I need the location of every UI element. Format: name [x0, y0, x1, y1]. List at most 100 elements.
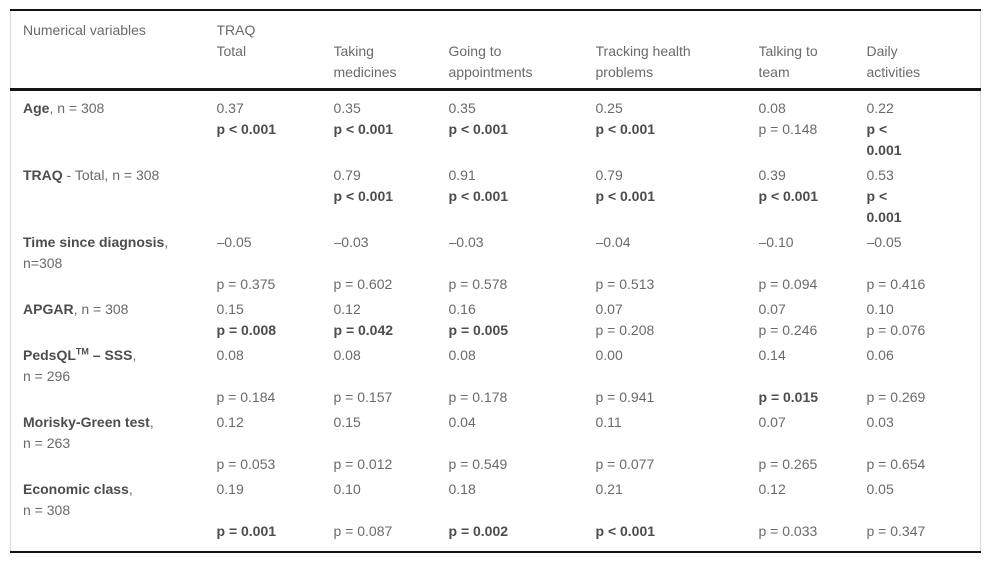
p-value-cell: p < 0.001	[595, 188, 656, 204]
r-value-cell: 0.08	[216, 347, 244, 363]
r-value-cell: 0.14	[758, 347, 786, 363]
label-spacer-cell	[11, 119, 217, 165]
r-value-cell: 0.03	[866, 414, 894, 430]
p-values-row-5: p = 0.053 p = 0.012 p = 0.549 p = 0.077 p = …	[11, 454, 981, 479]
label-text: n=308	[23, 255, 63, 271]
p-value-cell: p = 0.094	[758, 276, 818, 292]
p-value-cell: p = 0.347	[866, 523, 926, 539]
label-text: Economic class	[23, 481, 129, 497]
p-values-row-1: p < 0.001 p < 0.001 p < 0.001 p < 0.001 p < …	[11, 186, 981, 232]
r-value-cell: 0.35	[448, 100, 476, 116]
p-value-cell: p < 0.001	[595, 121, 656, 137]
label-text: PedsQL	[23, 347, 76, 363]
table-body: Age, n = 308 0.37 0.35 0.35 0.25 0.08 0.22 p < …	[11, 90, 981, 553]
r-value-cell: 0.15	[333, 414, 361, 430]
variable-values-row-4: PedsQLTM – SSS, n = 296 0.08 0.08 0.08 0.00 0.…	[11, 345, 981, 387]
label-text: APGAR	[23, 301, 74, 317]
label-text: TRAQ	[23, 167, 63, 183]
r-value-cell: –0.05	[216, 234, 252, 250]
label-text: – SSS	[88, 347, 133, 363]
r-value-cell: 0.04	[448, 414, 476, 430]
r-value-cell: 0.19	[216, 481, 244, 497]
label-text: n = 263	[23, 435, 71, 451]
variable-label: Age, n = 308	[11, 90, 217, 120]
column-header-0: Total	[216, 43, 247, 59]
p-value-cell: p = 0.042	[333, 322, 394, 338]
r-value-cell: –0.05	[866, 234, 902, 250]
variable-label: Time since diagnosis, n=308	[11, 232, 217, 274]
group-header: TRAQ	[216, 22, 256, 38]
p-value-cell: p = 0.654	[866, 456, 926, 472]
label-text: ,	[149, 414, 154, 430]
corner-header: Numerical variables	[23, 22, 146, 38]
variable-label: PedsQLTM – SSS, n = 296	[11, 345, 217, 387]
label-spacer-cell	[11, 186, 217, 232]
p-values-row-0: p < 0.001 p < 0.001 p < 0.001 p < 0.001 p = …	[11, 119, 981, 165]
r-value-cell: 0.07	[758, 414, 786, 430]
variable-values-row-5: Morisky-Green test, n = 263 0.12 0.15 0.04 0.…	[11, 412, 981, 454]
r-value-cell: 0.07	[595, 301, 623, 317]
p-value-cell: p = 0.087	[333, 523, 393, 539]
p-value-cell: p = 0.002	[448, 523, 509, 539]
p-value-cell: p = 0.033	[758, 523, 818, 539]
r-value-cell: 0.12	[333, 301, 361, 317]
p-value-cell: p < 0.001	[448, 188, 509, 204]
p-value-cell: p = 0.076	[866, 322, 926, 338]
column-header-1: Taking medicines	[333, 43, 397, 80]
column-header-4: Talking to team	[758, 43, 818, 80]
r-value-cell: 0.10	[333, 481, 361, 497]
p-value-cell: p = 0.269	[866, 389, 926, 405]
label-text: ,	[132, 347, 137, 363]
p-value-cell: p = 0.008	[216, 322, 277, 338]
r-value-cell: 0.12	[216, 414, 244, 430]
p-value-cell: p = 0.941	[595, 389, 655, 405]
r-value-cell: 0.08	[758, 100, 786, 116]
p-value-cell: p = 0.001	[216, 523, 277, 539]
r-value-cell: 0.06	[866, 347, 894, 363]
p-value-cell: p = 0.602	[333, 276, 393, 292]
label-spacer-cell	[11, 274, 217, 299]
p-value-cell: p = 0.578	[448, 276, 508, 292]
p-value-cell: p < 0.001	[595, 523, 656, 539]
group-header-row: Numerical variables TRAQ	[11, 10, 981, 41]
variable-values-row-0: Age, n = 308 0.37 0.35 0.35 0.25 0.08 0.22	[11, 90, 981, 120]
correlation-table-page: Numerical variables TRAQ Total Taking med…	[0, 9, 992, 571]
r-value-cell: 0.05	[866, 481, 894, 497]
r-value-cell: 0.10	[866, 301, 894, 317]
p-value-cell: p = 0.157	[333, 389, 393, 405]
variable-values-row-2: Time since diagnosis, n=308 –0.05 –0.03 –0.0…	[11, 232, 981, 274]
p-value-cell: p = 0.178	[448, 389, 508, 405]
table-header: Numerical variables TRAQ Total Taking med…	[10, 10, 981, 90]
label-text: n = 308	[23, 502, 71, 518]
p-value-cell: p = 0.015	[758, 389, 819, 405]
label-text: Time since diagnosis	[23, 234, 165, 250]
r-value-cell: 0.12	[758, 481, 786, 497]
r-value-cell: –0.03	[448, 234, 484, 250]
label-text: Age	[23, 100, 50, 116]
label-text: Morisky-Green test	[23, 414, 150, 430]
r-value-cell: 0.25	[595, 100, 623, 116]
label-text: , n = 308	[73, 301, 129, 317]
variable-label: APGAR, n = 308	[11, 299, 217, 320]
label-spacer-cell	[11, 454, 217, 479]
p-value-cell: p = 0.375	[216, 276, 276, 292]
r-value-cell: 0.16	[448, 301, 476, 317]
r-value-cell: –0.04	[595, 234, 631, 250]
p-value-cell: p = 0.549	[448, 456, 508, 472]
r-value-cell: 0.53	[866, 167, 894, 183]
p-value-cell: p = 0.005	[448, 322, 509, 338]
variable-values-row-3: APGAR, n = 308 0.15 0.12 0.16 0.07 0.07 0.10	[11, 299, 981, 320]
label-superscript: TM	[75, 346, 89, 357]
variable-values-row-6: Economic class, n = 308 0.19 0.10 0.18 0.21 0.…	[11, 479, 981, 521]
p-value-cell: p = 0.148	[758, 121, 818, 137]
p-value-cell: p < 0.001	[866, 121, 902, 158]
label-text: , n = 308	[49, 100, 105, 116]
p-values-row-3: p = 0.008 p = 0.042 p = 0.005 p = 0.208 p = …	[11, 320, 981, 345]
r-value-cell: 0.07	[758, 301, 786, 317]
column-header-3: Tracking health problems	[595, 43, 691, 80]
column-header-5: Daily activities	[866, 43, 921, 80]
r-value-cell	[217, 165, 334, 186]
r-value-cell: 0.22	[866, 100, 894, 116]
p-value-cell: p = 0.077	[595, 456, 655, 472]
p-value-cell: p = 0.012	[333, 456, 393, 472]
